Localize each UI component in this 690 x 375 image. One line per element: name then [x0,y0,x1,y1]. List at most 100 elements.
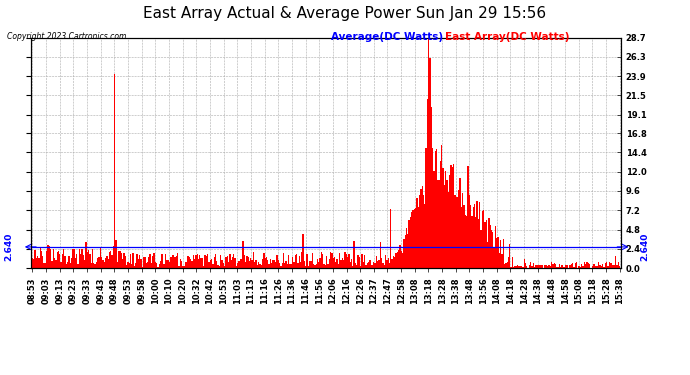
Bar [477,219,479,268]
Bar [422,186,423,268]
Bar [505,263,506,268]
Bar [597,266,598,268]
Bar [299,256,300,268]
Bar [121,253,122,268]
Bar [607,266,609,268]
Bar [451,167,453,268]
Bar [439,180,440,268]
Bar [446,180,448,268]
Bar [236,267,237,268]
Bar [79,249,80,268]
Bar [117,262,118,268]
Bar [139,255,140,268]
Bar [254,262,255,268]
Bar [96,262,97,268]
Bar [491,230,492,268]
Bar [245,262,246,268]
Bar [45,263,46,268]
Bar [296,254,297,268]
Bar [564,267,565,268]
Bar [585,264,586,268]
Bar [540,265,542,268]
Bar [42,256,43,268]
Bar [134,266,135,268]
Bar [106,256,108,268]
Bar [584,262,585,268]
Bar [238,261,239,268]
Bar [542,264,543,268]
Bar [76,254,77,268]
Bar [473,207,474,268]
Bar [431,107,432,268]
Bar [193,255,194,268]
Bar [333,258,334,268]
Bar [609,262,610,268]
Bar [595,266,597,268]
Bar [537,265,538,268]
Bar [143,256,144,268]
Bar [572,262,573,268]
Bar [440,162,441,268]
Bar [208,262,210,268]
Bar [102,260,103,268]
Bar [184,266,185,268]
Bar [246,256,248,268]
Bar [277,260,279,268]
Bar [144,257,146,268]
Bar [442,168,444,268]
Bar [359,257,360,268]
Bar [262,259,264,268]
Bar [445,171,446,268]
Bar [550,266,551,268]
Bar [109,252,110,268]
Bar [147,262,148,268]
Bar [317,259,318,268]
Bar [160,261,161,268]
Bar [363,261,364,268]
Bar [484,222,486,268]
Bar [110,251,112,268]
Bar [124,253,125,268]
Bar [327,264,328,268]
Bar [466,216,467,268]
Bar [416,198,417,268]
Text: East Array(DC Watts): East Array(DC Watts) [445,32,569,42]
Bar [97,258,99,268]
Bar [362,254,363,268]
Bar [483,210,484,268]
Bar [533,262,534,268]
Bar [467,166,469,268]
Bar [604,262,606,268]
Bar [334,257,335,268]
Bar [235,258,236,268]
Bar [538,265,540,268]
Bar [87,252,88,268]
Bar [81,249,83,268]
Bar [115,240,117,268]
Bar [305,266,306,268]
Bar [601,266,602,268]
Bar [68,256,70,268]
Bar [556,267,558,268]
Bar [198,259,199,268]
Bar [112,246,114,268]
Bar [385,255,386,268]
Bar [166,261,168,268]
Bar [322,254,324,268]
Bar [258,262,259,268]
Bar [500,240,502,268]
Bar [284,263,286,268]
Bar [304,261,305,268]
Bar [339,253,340,268]
Bar [211,259,213,268]
Bar [426,99,428,268]
Bar [241,259,242,268]
Bar [99,257,100,268]
Bar [137,254,138,268]
Bar [414,209,415,268]
Bar [569,265,571,268]
Bar [39,248,41,268]
Bar [428,38,429,268]
Bar [72,249,74,268]
Bar [603,267,604,268]
